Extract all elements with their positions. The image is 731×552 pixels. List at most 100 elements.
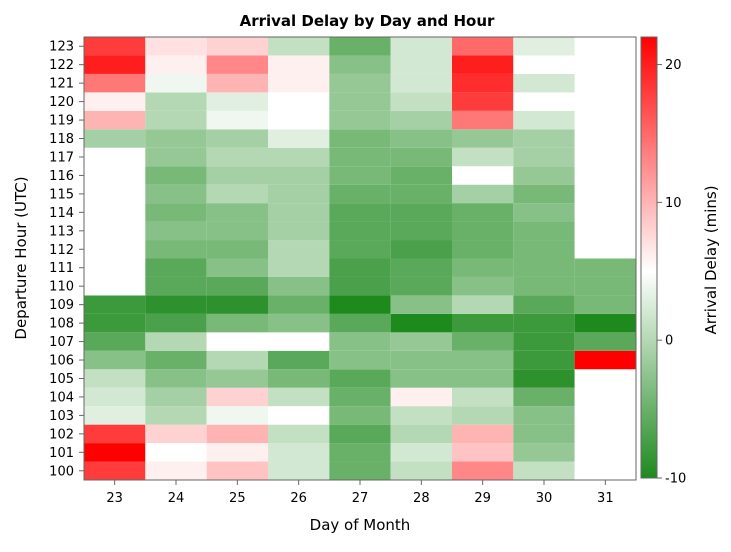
heatmap-cell	[206, 295, 268, 314]
heatmap-cell	[268, 221, 330, 241]
heatmap-cell	[452, 147, 514, 167]
heatmap-cell	[145, 240, 207, 259]
heatmap-cell	[513, 184, 575, 204]
heatmap-cell	[452, 166, 514, 185]
heatmap-cell	[268, 369, 330, 388]
y-tick-label: 119	[49, 114, 74, 129]
heatmap-cell	[145, 55, 207, 74]
heatmap-cell	[513, 295, 575, 314]
heatmap-cell	[390, 387, 452, 407]
heatmap-cell	[84, 387, 146, 407]
heatmap-cell	[390, 240, 452, 259]
heatmap-cell	[452, 276, 514, 296]
heatmap-cell	[206, 221, 268, 241]
heatmap-cell	[452, 240, 514, 259]
heatmap-cell	[145, 258, 207, 277]
x-tick-label: 23	[106, 491, 123, 506]
heatmap-cell	[206, 240, 268, 259]
x-tick-label: 27	[352, 491, 369, 506]
x-tick-label: 26	[290, 491, 307, 506]
heatmap-cell	[452, 73, 514, 93]
heatmap-cell	[206, 55, 268, 74]
heatmap-cell	[329, 406, 391, 425]
heatmap-cell	[145, 443, 207, 462]
heatmap-cell	[390, 55, 452, 74]
heatmap-cell	[390, 110, 452, 130]
heatmap-cell	[268, 37, 330, 56]
heatmap-cell	[268, 406, 330, 425]
colorbar-ticks: -10 0 10 20	[657, 58, 686, 487]
heatmap-cell	[268, 55, 330, 74]
heatmap-cell	[268, 276, 330, 296]
heatmap-cell	[145, 295, 207, 314]
heatmap-cell	[513, 55, 575, 74]
heatmap-cell	[145, 406, 207, 425]
heatmap-cell	[513, 73, 575, 93]
heatmap-cell	[329, 461, 391, 480]
heatmap-cell	[145, 350, 207, 370]
heatmap-cell	[513, 37, 575, 56]
heatmap-cell	[574, 350, 636, 370]
heatmap-cell	[452, 129, 514, 148]
heatmap-cell	[329, 147, 391, 167]
heatmap-cell	[145, 129, 207, 148]
heatmap-cell	[329, 110, 391, 130]
colorbar-tick-label: -10	[665, 472, 686, 487]
x-tick-label: 28	[413, 491, 430, 506]
heatmap-cell	[390, 295, 452, 314]
heatmap-cell	[452, 110, 514, 130]
heatmap-cell	[84, 221, 146, 241]
heatmap-cell	[452, 184, 514, 204]
colorbar-tick-label: 10	[665, 196, 682, 211]
y-tick-label: 104	[49, 390, 74, 405]
heatmap-cell	[513, 332, 575, 351]
x-tick-label: 24	[168, 491, 185, 506]
x-tick-label: 25	[229, 491, 246, 506]
heatmap-cell	[513, 424, 575, 444]
y-tick-label: 116	[49, 169, 74, 184]
heatmap-cell	[84, 276, 146, 296]
colorbar	[640, 36, 658, 479]
heatmap-cell	[329, 221, 391, 241]
heatmap-cell	[452, 461, 514, 480]
heatmap-cell	[574, 258, 636, 277]
heatmap-cell	[574, 424, 636, 444]
heatmap-cell	[390, 184, 452, 204]
heatmap-cell	[84, 258, 146, 277]
heatmap-cell	[268, 73, 330, 93]
heatmap-cell	[513, 221, 575, 241]
heatmap-cell	[145, 203, 207, 222]
y-tick-label: 117	[49, 150, 74, 165]
heatmap-cell	[145, 37, 207, 56]
heatmap-cell	[145, 461, 207, 480]
heatmap-cell	[206, 73, 268, 93]
heatmap-cell	[513, 203, 575, 222]
heatmap-cell	[390, 276, 452, 296]
heatmap-cell	[390, 221, 452, 241]
heatmap-cell	[452, 313, 514, 333]
heatmap-cell	[145, 221, 207, 241]
heatmap-cell	[574, 387, 636, 407]
heatmap-cell	[206, 92, 268, 111]
heatmap-cell	[206, 461, 268, 480]
x-axis-title: Day of Month	[310, 516, 411, 534]
heatmap-cell	[390, 166, 452, 185]
heatmap-cell	[84, 55, 146, 74]
heatmap-cell	[390, 73, 452, 93]
heatmap-cell	[513, 129, 575, 148]
heatmap-cell	[329, 424, 391, 444]
y-axis-ticks: 100 101 102 103 104 105 106 107 108 109 110 111 112 1…	[49, 40, 84, 479]
heatmap-cell	[513, 406, 575, 425]
heatmap-cell	[206, 147, 268, 167]
heatmap-cell	[390, 406, 452, 425]
heatmap-cell	[268, 295, 330, 314]
heatmap-cell	[84, 461, 146, 480]
y-tick-label: 114	[49, 206, 74, 221]
heatmap-cell	[452, 55, 514, 74]
heatmap-cell	[329, 350, 391, 370]
heatmap-cell	[574, 73, 636, 93]
heatmap-cell	[268, 110, 330, 130]
y-tick-label: 122	[49, 58, 74, 73]
y-tick-label: 123	[49, 40, 74, 55]
